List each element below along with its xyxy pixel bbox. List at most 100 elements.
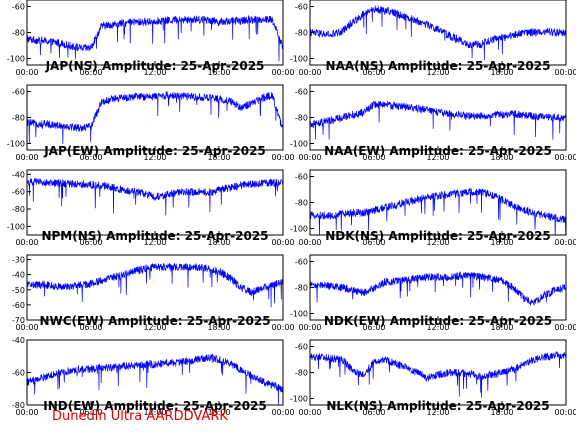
y-tick-label: -100 [290, 225, 308, 234]
y-tick-label: -80 [295, 199, 308, 208]
y-tick-label: -80 [12, 29, 25, 38]
x-tick-label: 00:00 [298, 238, 321, 247]
y-tick-label: -60 [12, 369, 25, 378]
data-series-line [310, 5, 566, 60]
x-tick-label: 00:00 [554, 153, 576, 162]
x-tick-label: 00:00 [271, 68, 294, 77]
y-tick-label: -50 [12, 286, 25, 295]
plot-frame [309, 254, 567, 321]
chart-panel: -60 -80 -100 00:00 06:00 12:00 18:00 00:00 JAP(N… [7, 0, 295, 77]
chart-panel: -60 -80 -100 00:00 06:00 12:00 18:00 00:00NDK(E… [290, 254, 576, 332]
chart-title: NPM(NS) Amplitude: 25-Apr-2025 [41, 229, 268, 243]
x-tick-label: 18:00 [490, 323, 513, 332]
y-tick-label: -60 [12, 188, 25, 197]
y-tick-label: -60 [295, 88, 308, 97]
y-tick-label: -100 [7, 140, 25, 149]
y-tick-label: -100 [7, 55, 25, 64]
x-tick-label: 18:00 [490, 68, 513, 77]
chart-title: JAP(EW) Amplitude: 25-Apr-2025 [43, 144, 266, 158]
x-tick-label: 12:00 [426, 323, 449, 332]
x-tick-label: 00:00 [298, 323, 321, 332]
x-tick-label: 18:00 [490, 408, 513, 417]
x-tick-label: 00:00 [15, 153, 38, 162]
chart-title: NAA(NS) Amplitude: 25-Apr-2025 [326, 59, 551, 73]
x-tick-label: 00:00 [554, 68, 576, 77]
x-tick-label: 06:00 [362, 153, 385, 162]
x-tick-label: 00:00 [298, 153, 321, 162]
y-tick-label: -100 [290, 55, 308, 64]
y-tick-label: -60 [295, 173, 308, 182]
x-tick-label: 06:00 [362, 408, 385, 417]
x-tick-label: 12:00 [426, 68, 449, 77]
x-tick-label: 18:00 [207, 238, 230, 247]
x-tick-label: 00:00 [15, 238, 38, 247]
x-tick-label: 00:00 [271, 408, 294, 417]
data-series-line [27, 14, 283, 62]
x-tick-label: 00:00 [298, 68, 321, 77]
y-tick-label: -100 [290, 395, 308, 404]
y-tick-label: -40 [12, 336, 25, 345]
x-tick-label: 06:00 [79, 323, 102, 332]
data-series-line [27, 177, 283, 216]
chart-title: NWC(EW) Amplitude: 25-Apr-2025 [39, 314, 270, 328]
x-tick-label: 12:00 [426, 153, 449, 162]
y-tick-label: -80 [12, 114, 25, 123]
x-tick-label: 12:00 [143, 68, 166, 77]
y-tick-label: -80 [295, 284, 308, 293]
y-tick-label: -100 [290, 310, 308, 319]
x-tick-label: 18:00 [490, 153, 513, 162]
data-series-line [27, 262, 283, 308]
chart-title: NDK(NS) Amplitude: 25-Apr-2025 [325, 229, 551, 243]
chart-title: IND(EW) Amplitude: 25-Apr-2025 [43, 399, 267, 413]
chart-panel: -60 -80 -100 00:00 06:00 12:00 18:00 00:00NAA(E… [290, 84, 576, 162]
y-tick-label: -80 [295, 369, 308, 378]
y-tick-label: -80 [12, 205, 25, 214]
y-tick-label: -80 [295, 114, 308, 123]
plot-frame [309, 169, 567, 236]
chart-panel: -60 -80 -100 00:00 06:00 12:00 18:00 00:00 NLK(N… [290, 339, 576, 417]
y-tick-label: -100 [7, 222, 25, 231]
x-tick-label: 12:00 [143, 323, 166, 332]
data-series-line [310, 188, 566, 235]
plot-frame [26, 169, 284, 236]
y-tick-label: -60 [295, 343, 308, 352]
x-tick-label: 06:00 [79, 153, 102, 162]
y-tick-label: -40 [12, 271, 25, 280]
x-tick-label: 00:00 [15, 323, 38, 332]
x-tick-label: 00:00 [298, 408, 321, 417]
x-tick-label: 12:00 [143, 153, 166, 162]
x-tick-label: 06:00 [79, 408, 102, 417]
chart-title: NAA(EW) Amplitude: 25-Apr-2025 [324, 144, 552, 158]
x-tick-label: 00:00 [271, 153, 294, 162]
x-tick-label: 18:00 [490, 238, 513, 247]
data-series-line [310, 271, 566, 307]
y-tick-label: -80 [12, 401, 25, 410]
x-tick-label: 18:00 [207, 68, 230, 77]
y-tick-label: -60 [12, 3, 25, 12]
x-tick-label: 06:00 [79, 238, 102, 247]
y-tick-label: -100 [290, 140, 308, 149]
x-tick-label: 18:00 [207, 153, 230, 162]
x-tick-label: 06:00 [362, 238, 385, 247]
x-tick-label: 12:00 [143, 408, 166, 417]
y-tick-label: -70 [12, 316, 25, 325]
chart-title: JAP(NS) Amplitude: 25-Apr-2025 [45, 59, 265, 73]
x-tick-label: 18:00 [207, 408, 230, 417]
x-tick-label: 00:00 [271, 323, 294, 332]
x-tick-label: 00:00 [15, 408, 38, 417]
x-tick-label: 00:00 [15, 68, 38, 77]
y-tick-label: -60 [295, 258, 308, 267]
x-tick-label: 12:00 [426, 238, 449, 247]
x-tick-label: 06:00 [79, 68, 102, 77]
x-tick-label: 00:00 [554, 238, 576, 247]
y-tick-label: -60 [12, 301, 25, 310]
x-tick-label: 12:00 [426, 408, 449, 417]
chart-title: NDK(EW) Amplitude: 25-Apr-2025 [324, 314, 552, 328]
chart-panel: -60 -80 -100 00:00 06:00 12:00 18:00 00:00 JAP(E… [7, 84, 295, 162]
y-tick-label: -30 [12, 256, 25, 265]
plot-frame [26, 0, 284, 66]
